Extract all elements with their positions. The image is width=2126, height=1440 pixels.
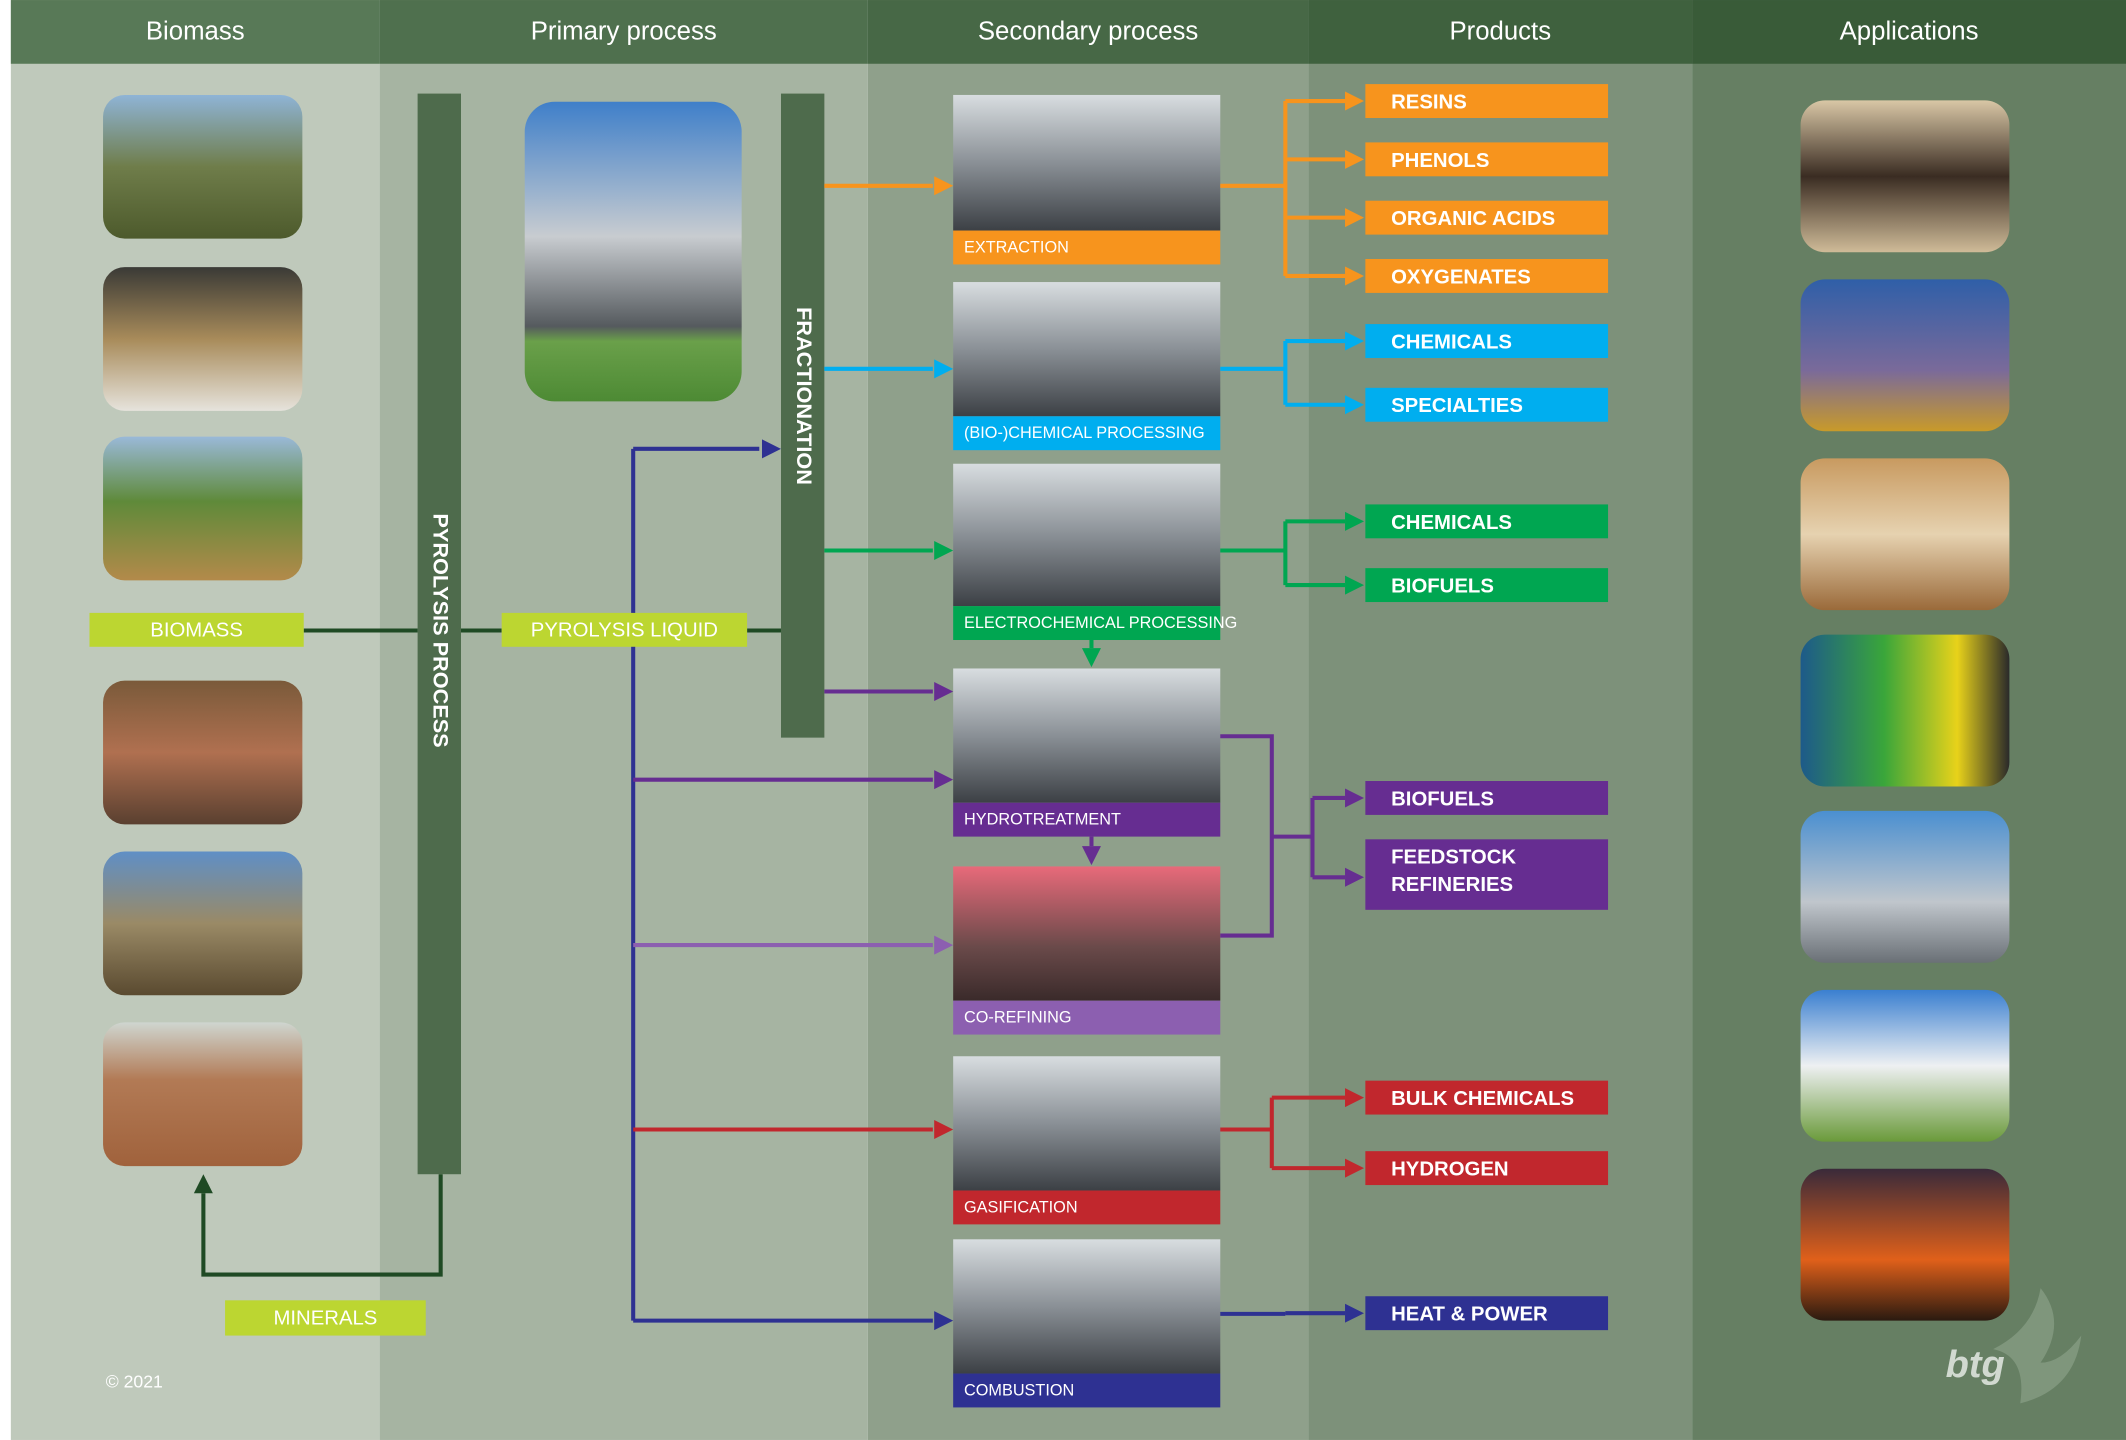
- process-label: GASIFICATION: [964, 1198, 1078, 1216]
- photo: [1801, 1169, 2010, 1321]
- photo: [525, 102, 742, 402]
- fractionation-label: FRACTIONATION: [792, 307, 817, 485]
- product-label: CHEMICALS: [1391, 331, 1512, 353]
- pyrolysis-label: PYROLYSIS PROCESS: [429, 513, 454, 747]
- column-header: Applications: [1840, 17, 1979, 45]
- photo: [1801, 100, 2010, 252]
- photo: [1801, 279, 2010, 431]
- process-photo: [953, 668, 1220, 802]
- product-label: BIOFUELS: [1391, 788, 1494, 810]
- product-label: BIOFUELS: [1391, 576, 1494, 598]
- copyright: © 2021: [106, 1372, 163, 1392]
- product-label: SPECIALTIES: [1391, 395, 1523, 417]
- diagram: Biomass Primary process Secondary process P…: [0, 0, 2126, 1440]
- process-label: EXTRACTION: [964, 238, 1069, 256]
- product-label: BULK CHEMICALS: [1391, 1088, 1574, 1110]
- process-photo: [953, 1056, 1220, 1190]
- product-label: HEAT & POWER: [1391, 1304, 1548, 1326]
- column-header: Biomass: [146, 17, 245, 45]
- product-label: FEEDSTOCK: [1391, 847, 1516, 869]
- photo: [103, 437, 302, 581]
- page: {"columns": ["Biomass", "Primary process…: [0, 0, 2126, 1440]
- product-label: OXYGENATES: [1391, 266, 1531, 288]
- process-photo: [953, 866, 1220, 1000]
- product-label: ORGANIC ACIDS: [1391, 208, 1555, 230]
- photo: [1801, 811, 2010, 963]
- minerals-label: MINERALS: [273, 1308, 377, 1330]
- process-photo: [953, 464, 1220, 606]
- product-label: CHEMICALS: [1391, 512, 1512, 534]
- column-header: Primary process: [531, 17, 717, 45]
- biomass-label: BIOMASS: [150, 620, 243, 642]
- column-header: Products: [1449, 17, 1551, 45]
- photo: [103, 681, 302, 825]
- photo: [103, 267, 302, 411]
- process-label: HYDROTREATMENT: [964, 811, 1121, 829]
- pyrolysis-liquid-label: PYROLYSIS LIQUID: [531, 620, 718, 642]
- process-label: ELECTROCHEMICAL PROCESSING: [964, 614, 1237, 632]
- photo: [1801, 458, 2010, 610]
- process-label: COMBUSTION: [964, 1381, 1074, 1399]
- process-photo: [953, 282, 1220, 416]
- photo: [103, 95, 302, 239]
- product-label: HYDROGEN: [1391, 1159, 1508, 1181]
- photo: [103, 1022, 302, 1166]
- process-label: CO-REFINING: [964, 1009, 1072, 1027]
- product-label: REFINERIES: [1391, 874, 1513, 896]
- product-label: PHENOLS: [1391, 150, 1489, 172]
- product-label: RESINS: [1391, 91, 1467, 113]
- photo: [103, 852, 302, 996]
- logo: btg: [1946, 1344, 2005, 1386]
- photo: [1801, 990, 2010, 1142]
- photo: [1801, 635, 2010, 787]
- process-photo: [953, 95, 1220, 231]
- column-header: Secondary process: [978, 17, 1198, 45]
- process-label: (BIO-)CHEMICAL PROCESSING: [964, 424, 1205, 442]
- process-photo: [953, 1239, 1220, 1373]
